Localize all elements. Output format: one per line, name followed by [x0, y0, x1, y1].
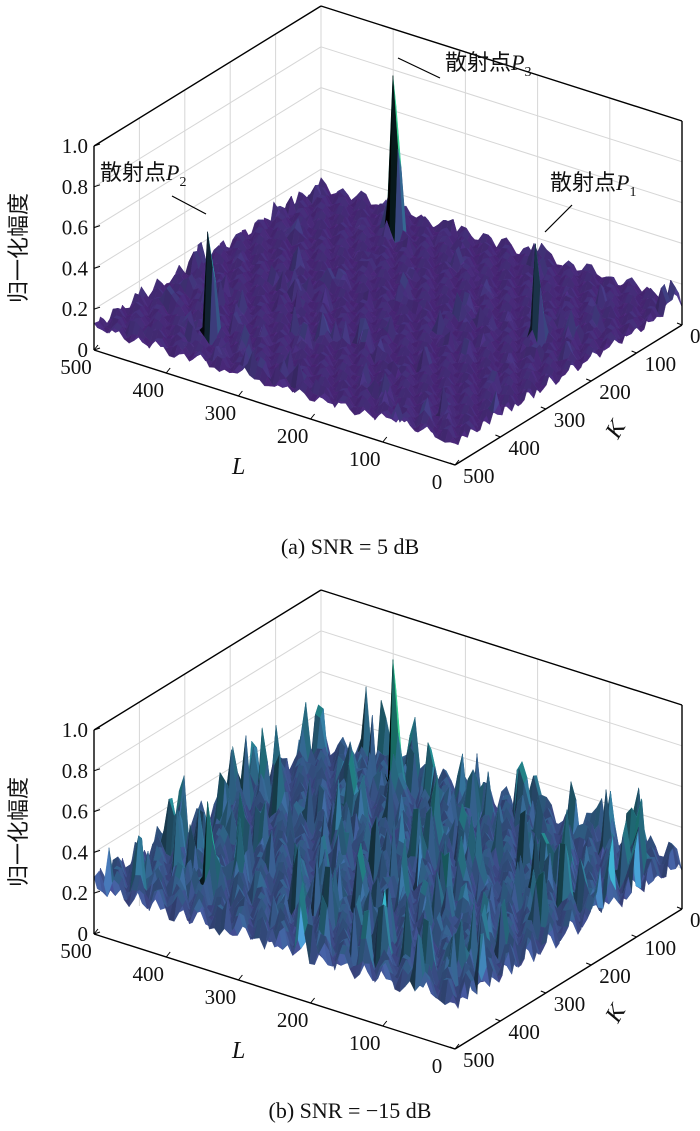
gridline-z — [93, 46, 322, 188]
surface — [93, 75, 683, 446]
gridline-z — [320, 46, 683, 163]
gridline-z — [320, 168, 683, 285]
surface-panel-a: 00.20.40.60.81.0010020030040050001002003… — [6, 5, 700, 494]
gridline-z — [320, 87, 683, 204]
gridline-z — [320, 127, 683, 244]
gridline-z — [93, 87, 322, 229]
gridline-z — [93, 127, 322, 269]
